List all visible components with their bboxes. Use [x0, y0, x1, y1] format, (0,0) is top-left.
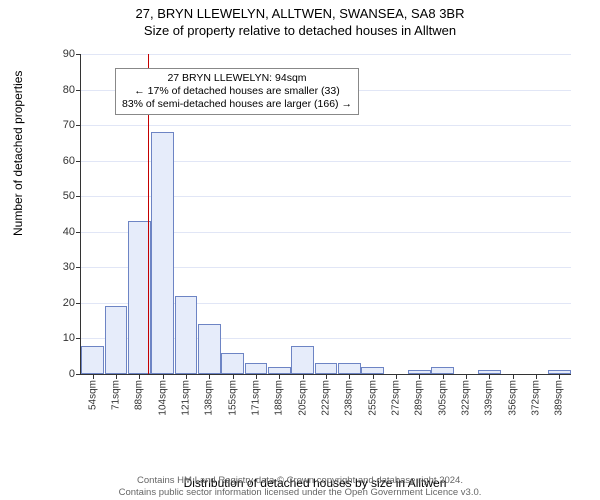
histogram-bar	[198, 324, 221, 374]
x-tick-label: 155sqm	[227, 380, 238, 416]
footer-line1: Contains HM Land Registry data © Crown c…	[0, 475, 600, 486]
histogram-bar	[431, 367, 454, 374]
gridline	[81, 54, 571, 55]
x-tick-label: 339sqm	[484, 380, 495, 416]
x-tick-label: 289sqm	[414, 380, 425, 416]
histogram-bar	[245, 363, 268, 374]
gridline	[81, 125, 571, 126]
y-tick-label: 80	[63, 84, 75, 96]
x-tick-label: 104sqm	[157, 380, 168, 416]
histogram-bar	[361, 367, 384, 374]
x-tick-label: 222sqm	[321, 380, 332, 416]
x-tick-label: 88sqm	[134, 380, 145, 410]
histogram-bar	[221, 353, 244, 374]
x-tick-label: 238sqm	[344, 380, 355, 416]
annotation-box: 27 BRYN LLEWELYN: 94sqm ← 17% of detache…	[115, 68, 359, 115]
x-tick-label: 372sqm	[531, 380, 542, 416]
y-tick-label: 90	[63, 48, 75, 60]
histogram-bar	[105, 306, 128, 374]
annotation-line2: ← 17% of detached houses are smaller (33…	[122, 85, 352, 98]
x-tick-label: 356sqm	[507, 380, 518, 416]
histogram-bar	[268, 367, 291, 374]
y-tick-label: 70	[63, 119, 75, 131]
x-tick-label: 54sqm	[87, 380, 98, 410]
histogram-chart: 0 10 20 30 40 50 60 70 80 90 54sqm 71sqm 88sqm 104sqm…	[50, 46, 580, 426]
histogram-bar	[81, 346, 104, 374]
y-axis-label: Number of detached properties	[11, 71, 25, 236]
plot-area: 010203040506070809054sqm71sqm88sqm104sqm…	[80, 54, 571, 375]
y-tick-label: 10	[63, 332, 75, 344]
y-tick-label: 30	[63, 261, 75, 273]
y-tick-label: 50	[63, 190, 75, 202]
histogram-bar	[175, 296, 198, 374]
histogram-bar	[315, 363, 338, 374]
x-tick-label: 272sqm	[391, 380, 402, 416]
x-tick-label: 171sqm	[251, 380, 262, 416]
histogram-bar	[151, 132, 174, 374]
x-tick-label: 71sqm	[111, 380, 122, 410]
footer-line2: Contains public sector information licen…	[0, 487, 600, 498]
y-tick-label: 20	[63, 297, 75, 309]
page-title-address: 27, BRYN LLEWELYN, ALLTWEN, SWANSEA, SA8…	[0, 0, 600, 21]
x-tick-label: 322sqm	[461, 380, 472, 416]
annotation-line1: 27 BRYN LLEWELYN: 94sqm	[122, 72, 352, 85]
y-tick-label: 60	[63, 155, 75, 167]
footer-attribution: Contains HM Land Registry data © Crown c…	[0, 475, 600, 498]
y-tick-label: 40	[63, 226, 75, 238]
annotation-line3: 83% of semi-detached houses are larger (…	[122, 98, 352, 111]
page-title-sub: Size of property relative to detached ho…	[0, 21, 600, 38]
x-tick-label: 205sqm	[297, 380, 308, 416]
histogram-bar	[338, 363, 361, 374]
x-tick-label: 389sqm	[554, 380, 565, 416]
y-tick-label: 0	[69, 368, 75, 380]
x-tick-label: 121sqm	[181, 380, 192, 416]
x-tick-label: 255sqm	[367, 380, 378, 416]
histogram-bar	[291, 346, 314, 374]
x-tick-label: 305sqm	[437, 380, 448, 416]
x-tick-label: 138sqm	[204, 380, 215, 416]
x-tick-label: 188sqm	[274, 380, 285, 416]
